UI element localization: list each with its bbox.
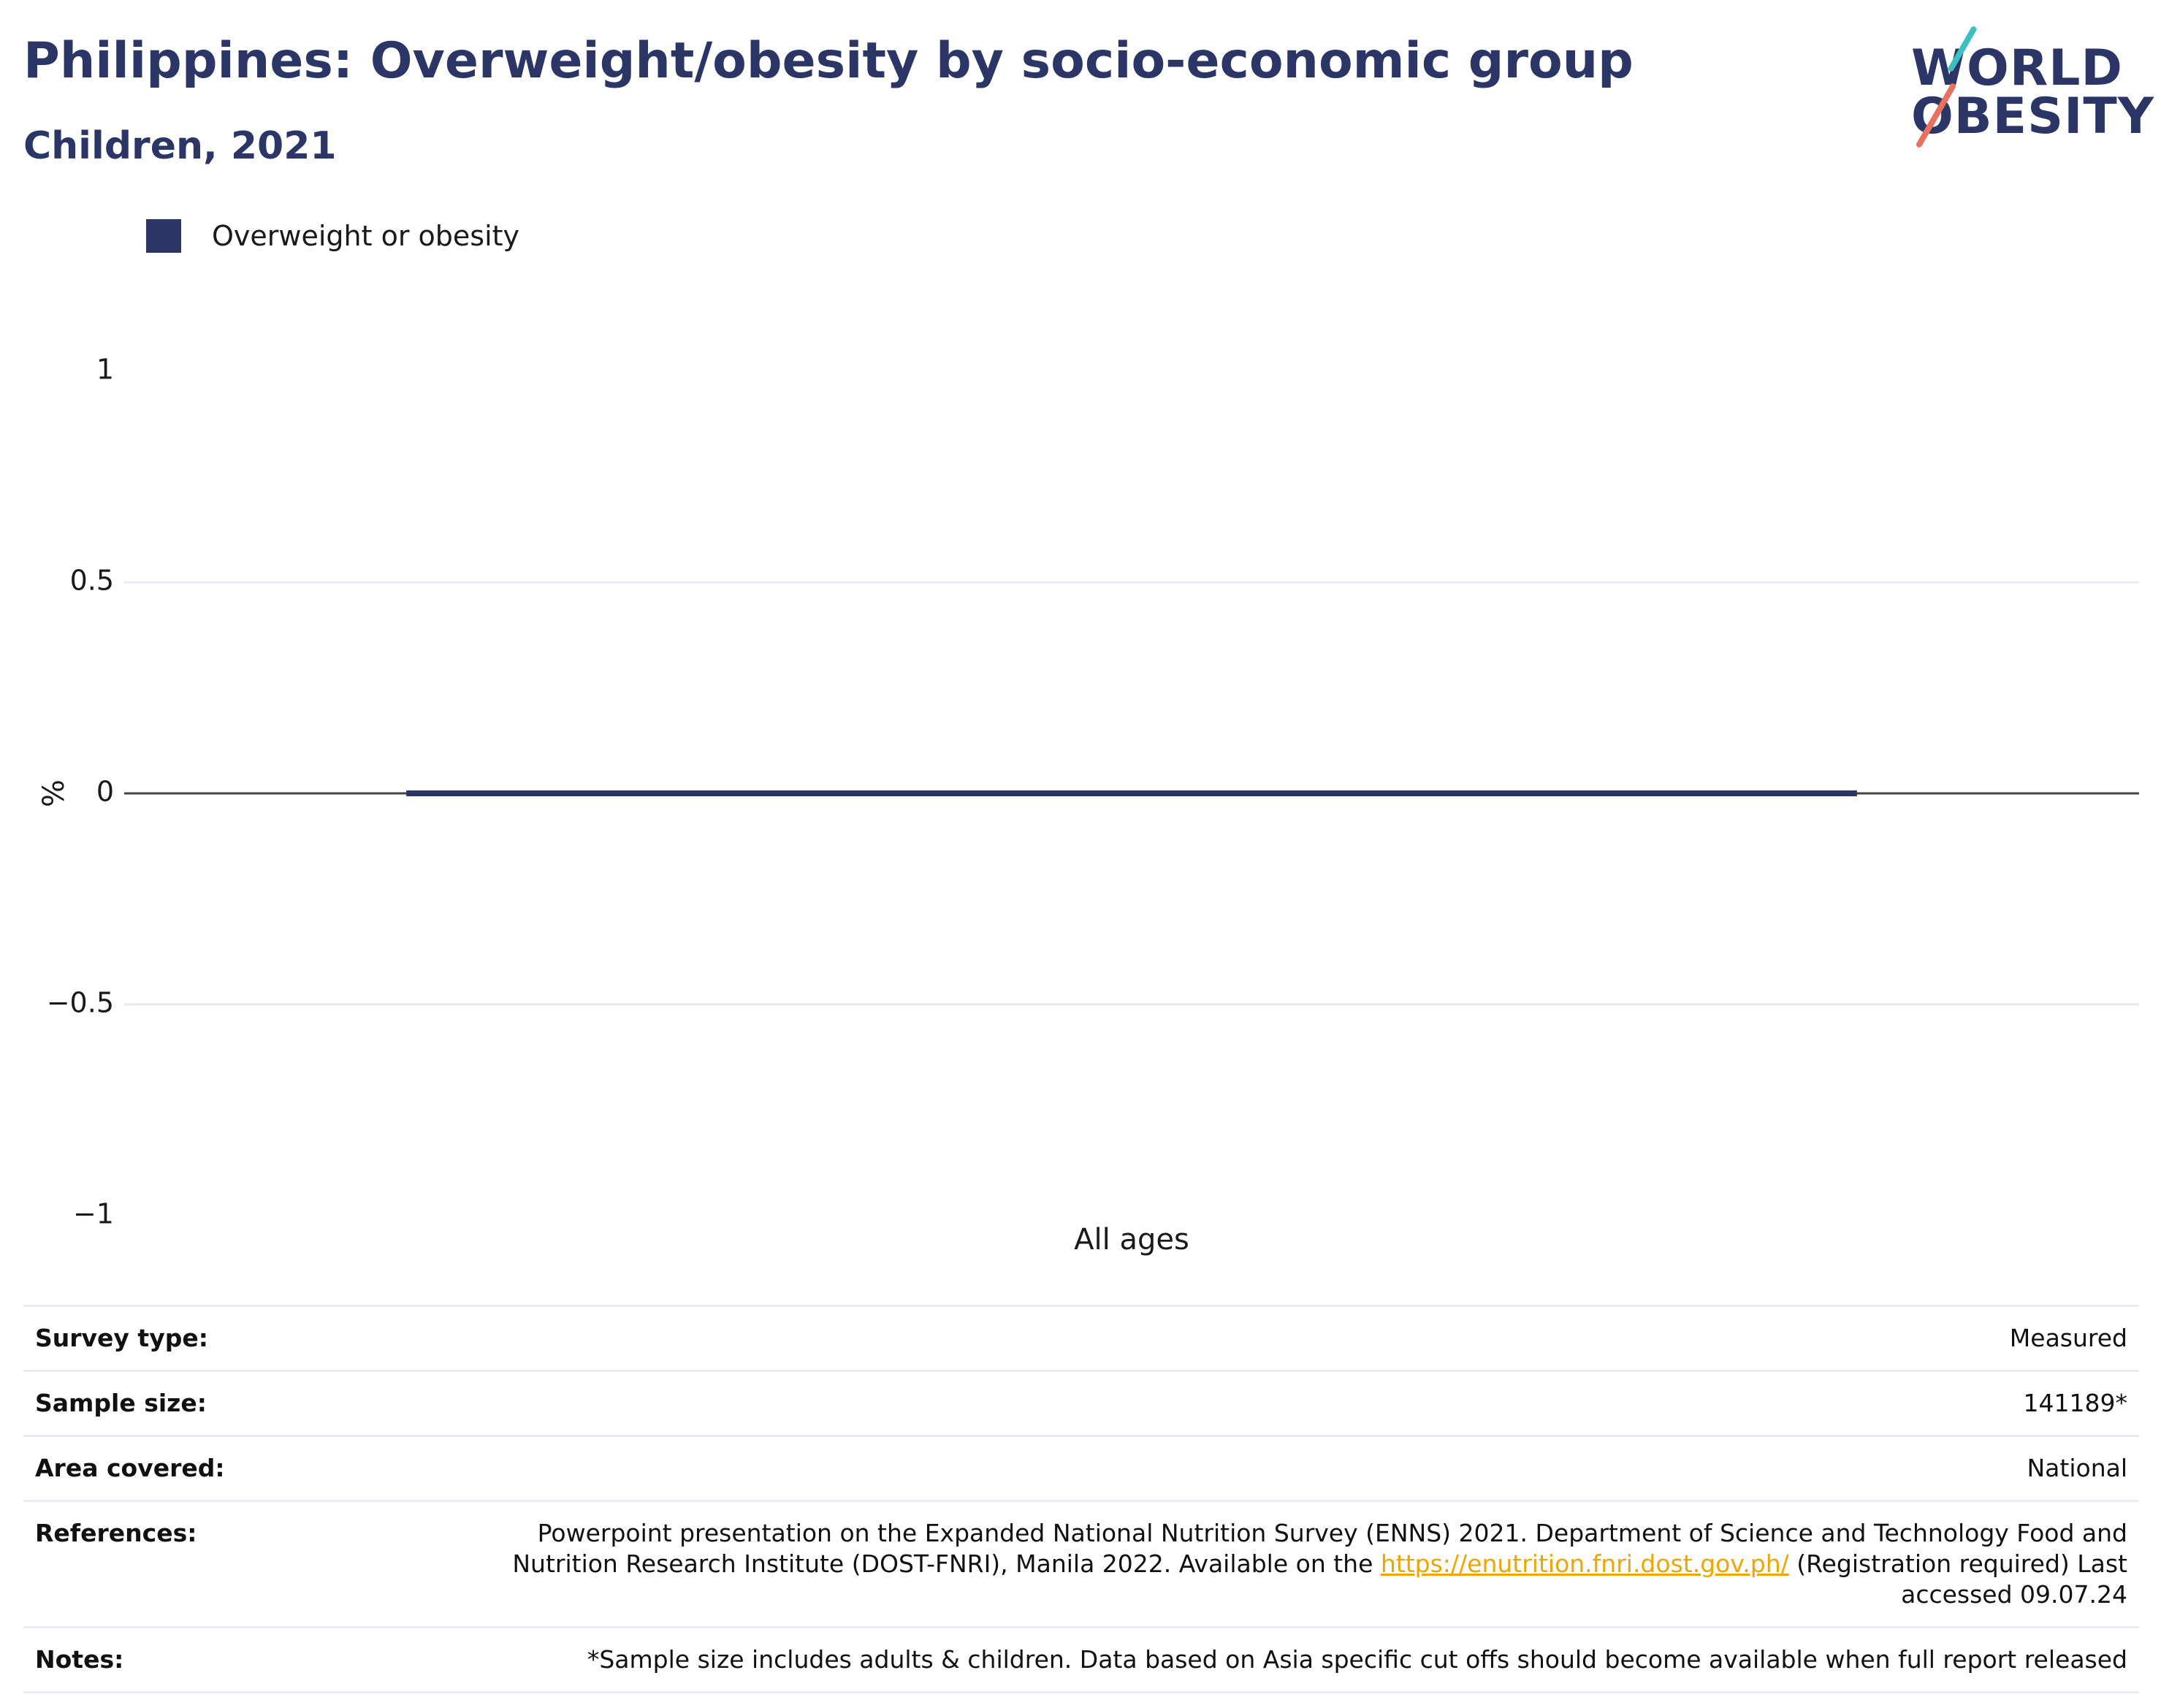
info-value: Measured	[2009, 1324, 2127, 1352]
y-tick-label: 1	[96, 354, 114, 386]
info-key: Sample size:	[35, 1389, 207, 1417]
y-tick-label: −0.5	[47, 987, 114, 1019]
info-key: Notes:	[35, 1645, 124, 1674]
logo-text-obesity: OBESITY	[1911, 88, 2154, 145]
info-row-area-covered: Area covered: National	[23, 1437, 2139, 1502]
x-axis-ticks: All ages	[1074, 1223, 1189, 1257]
info-key: Area covered:	[35, 1454, 225, 1482]
y-axis-label: %	[37, 779, 71, 807]
legend-label: Overweight or obesity	[212, 220, 520, 252]
info-value: *Sample size includes adults & children.…	[587, 1645, 2127, 1674]
info-key: Survey type:	[35, 1324, 208, 1352]
y-tick-label: 0.5	[70, 565, 114, 597]
info-row-notes: Notes: *Sample size includes adults & ch…	[23, 1628, 2139, 1693]
info-key: References:	[35, 1519, 197, 1547]
references-text: Powerpoint presentation on the Expanded …	[512, 1519, 2127, 1578]
chart-legend[interactable]: Overweight or obesity	[146, 218, 519, 254]
references-value: Powerpoint presentation on the Expanded …	[484, 1518, 2127, 1610]
legend-swatch	[146, 219, 181, 253]
y-tick-label: −1	[73, 1198, 114, 1230]
info-row-survey-type: Survey type: Measured	[23, 1307, 2139, 1372]
bars	[406, 790, 1857, 796]
y-tick-label: 0	[96, 776, 114, 808]
info-row-references: References: Powerpoint presentation on t…	[23, 1502, 2139, 1628]
bar[interactable]	[406, 790, 1857, 796]
info-value: National	[2027, 1454, 2127, 1482]
chart-subtitle: Children, 2021	[23, 124, 337, 168]
references-text-after: (Registration required) Last accessed 09…	[1788, 1549, 2127, 1609]
x-tick-label: All ages	[1074, 1223, 1189, 1257]
logo-text-world: WORLD	[1911, 39, 2123, 97]
y-axis-ticks: 1 0.5 0 −0.5 −1	[47, 354, 114, 1230]
world-obesity-logo: WORLD OBESITY	[1899, 20, 2154, 159]
chart-title: Philippines: Overweight/obesity by socio…	[23, 32, 1634, 90]
info-value: 141189*	[2023, 1389, 2127, 1417]
survey-info-table: Survey type: Measured Sample size: 14118…	[23, 1305, 2139, 1693]
info-row-sample-size: Sample size: 141189*	[23, 1372, 2139, 1437]
references-link[interactable]: https://enutrition.fnri.dost.gov.ph/	[1380, 1549, 1789, 1578]
bar-chart: 1 0.5 0 −0.5 −1 All ages %	[37, 354, 2139, 1257]
